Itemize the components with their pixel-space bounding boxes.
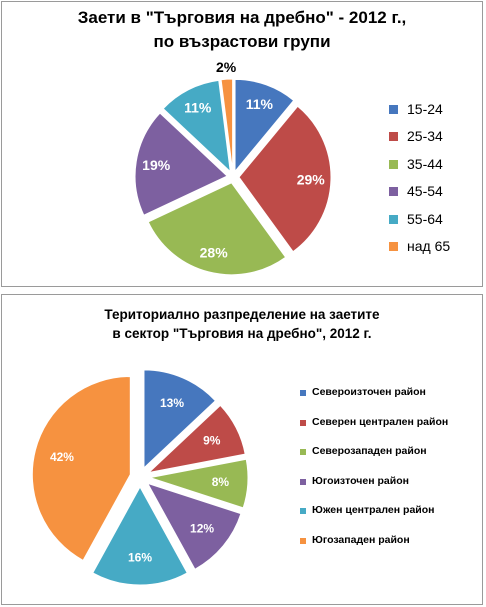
age-legend-swatch	[389, 132, 398, 142]
region-pie-label-1: 9%	[203, 433, 221, 447]
region-legend-label: Югоизточен район	[312, 474, 409, 487]
region-pie-label-3: 12%	[190, 521, 214, 535]
age-legend-label: 25-34	[407, 128, 443, 145]
age-legend-label: 55-64	[407, 210, 443, 227]
age-pie-slice-1	[238, 105, 332, 253]
age-pie-label-1: 29%	[297, 171, 326, 187]
age-pie-slice-5	[220, 78, 234, 172]
region-pie-label-2: 8%	[212, 475, 230, 489]
age-legend-label: над 65	[407, 237, 451, 254]
age-pie-label-0: 11%	[246, 96, 274, 112]
region-legend-label: Североизточен район	[312, 386, 426, 398]
age-legend-swatch	[389, 241, 398, 251]
region-legend-swatch	[300, 419, 306, 426]
age-legend-label: 45-54	[407, 183, 443, 200]
region-legend-label: Северозападен район	[312, 445, 427, 458]
age-legend-label: 35-44	[407, 155, 443, 172]
region-pie-slice-3	[146, 482, 242, 570]
age-pie-slice-0	[234, 78, 295, 173]
region-pie-label-0: 13%	[160, 396, 184, 410]
region-legend-swatch	[300, 508, 306, 515]
region-legend-swatch	[300, 390, 306, 396]
age-chart-title: Заети в "Търговия на дребно" - 2012 г.,	[77, 8, 407, 27]
region-legend-swatch	[300, 537, 306, 544]
age-legend-swatch	[389, 159, 398, 169]
region-pie-slice-5	[31, 376, 131, 562]
age-legend-swatch	[389, 105, 398, 114]
age-legend-label: 15-24	[407, 101, 443, 117]
region-pie-slice-2	[149, 458, 249, 509]
region-pie-label-4: 16%	[128, 551, 152, 565]
age-legend-swatch	[389, 187, 398, 197]
region-pie-slice-0	[143, 369, 217, 469]
age-pie-label-3: 19%	[142, 157, 171, 173]
age-pie-slice-2	[147, 182, 287, 276]
region-pie-slice-1	[147, 404, 246, 474]
region-legend-label: Южен централен район	[312, 504, 435, 517]
region-legend-label: Северен централен район	[312, 415, 449, 428]
age-pie-label-5: 2%	[216, 59, 237, 75]
region-legend-swatch	[300, 449, 306, 456]
region-pie-label-5: 42%	[50, 450, 74, 464]
age-pie-label-4: 11%	[184, 100, 212, 116]
age-pie-label-2: 28%	[200, 244, 229, 260]
age-pie-slice-4	[162, 79, 231, 173]
region-chart-subtitle: в сектор "Търговия на дребно", 2012 г.	[112, 326, 372, 341]
region-chart-title: Териториално разпределение на заетите	[104, 307, 380, 322]
region-legend-label: Югозападен район	[312, 533, 410, 546]
age-legend-swatch	[389, 214, 398, 224]
region-legend-swatch	[300, 478, 306, 485]
age-chart-subtitle: по възрастови групи	[153, 32, 331, 51]
age-pie-slice-3	[134, 112, 228, 216]
region-pie-slice-4	[92, 485, 188, 586]
